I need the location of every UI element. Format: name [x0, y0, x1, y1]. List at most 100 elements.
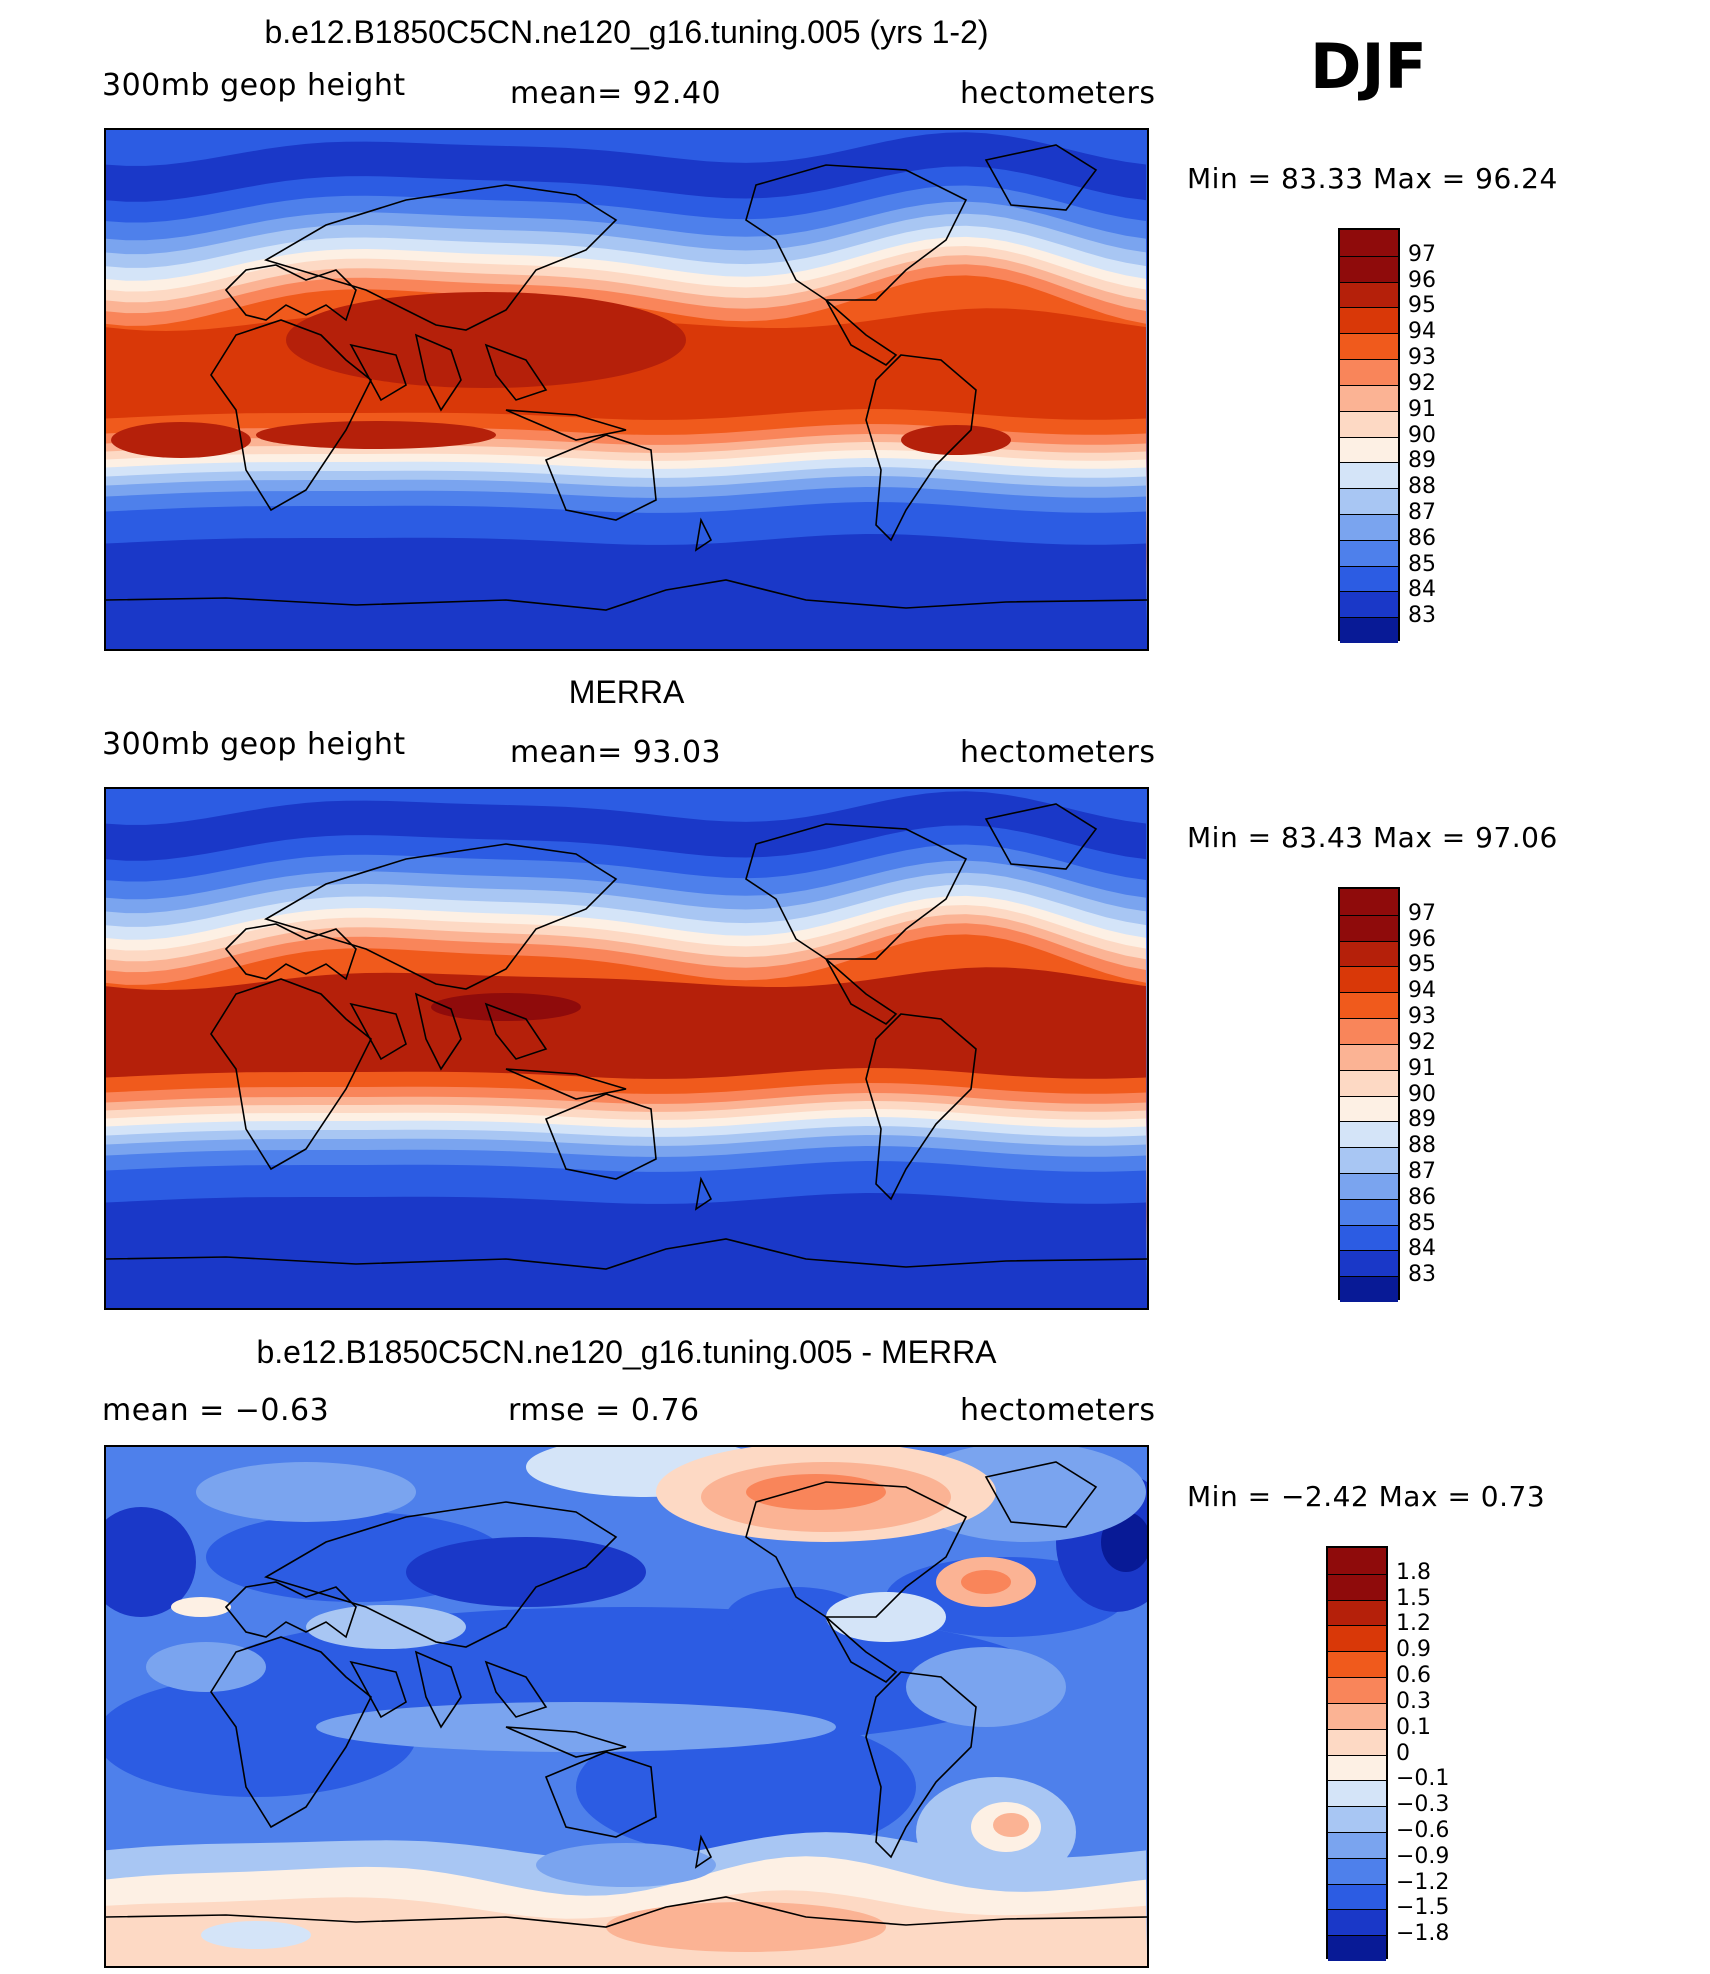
colorbar-level-label: 87 [1408, 1158, 1436, 1184]
colorbar-swatch [1340, 359, 1398, 385]
colorbar-level-label: −1.5 [1396, 1895, 1450, 1921]
colorbar-swatch [1340, 992, 1398, 1019]
contour-blob [576, 1717, 916, 1857]
colorbar-level-label: 85 [1408, 1210, 1436, 1236]
coastline [224, 1581, 357, 1639]
panel-2-contour-field [106, 789, 1147, 1308]
colorbar-swatch [1328, 1883, 1386, 1910]
colorbar-level-label: −0.9 [1396, 1843, 1450, 1869]
colorbar-level-label: 84 [1408, 1236, 1436, 1262]
contour-high-region [286, 292, 686, 388]
colorbar-swatch [1340, 1095, 1398, 1122]
colorbar-swatch [1328, 1780, 1386, 1807]
panel-2-colorbar [1338, 887, 1400, 1302]
coastline [865, 1671, 977, 1859]
contour-blob [606, 1902, 886, 1952]
colorbar-swatch [1340, 1276, 1398, 1302]
colorbar-level-label: 91 [1408, 396, 1436, 422]
coastline [745, 823, 968, 960]
colorbar-level-label: 90 [1408, 1081, 1436, 1107]
coastline [224, 923, 357, 981]
colorbar-level-label: 86 [1408, 1184, 1436, 1210]
colorbar-level-label: 94 [1408, 319, 1436, 345]
panel-1-contour-field [106, 130, 1147, 649]
colorbar-swatch [1340, 1250, 1398, 1277]
colorbar-swatch [1340, 1069, 1398, 1096]
contour-blob [1101, 1512, 1147, 1572]
colorbar-level-label: 0.3 [1396, 1688, 1431, 1714]
colorbar-swatch [1340, 513, 1398, 540]
colorbar-swatch [1340, 436, 1398, 463]
coastline [106, 1896, 1147, 1928]
coastline [264, 184, 618, 331]
colorbar-level-label: 88 [1408, 474, 1436, 500]
colorbar-level-label: −0.1 [1396, 1766, 1450, 1792]
colorbar-swatch [1340, 539, 1398, 566]
contour-blob [146, 1642, 266, 1692]
colorbar-swatch [1328, 1831, 1386, 1858]
coastline [106, 1238, 1147, 1270]
colorbar-level-label: 84 [1408, 577, 1436, 603]
colorbar-swatch [1340, 966, 1398, 993]
colorbar-level-label: 95 [1408, 952, 1436, 978]
colorbar-level-label: 0.6 [1396, 1663, 1431, 1689]
colorbar-level-label: 92 [1408, 1029, 1436, 1055]
contour-blob [196, 1462, 416, 1522]
contour-blob [726, 1587, 866, 1647]
colorbar-level-label: 1.8 [1396, 1559, 1431, 1585]
coastline [414, 333, 462, 412]
colorbar-level-label: 1.2 [1396, 1611, 1431, 1637]
contour-blob [961, 1570, 1011, 1594]
colorbar-swatch [1328, 1548, 1386, 1574]
colorbar-level-label: 85 [1408, 551, 1436, 577]
colorbar-swatch [1340, 565, 1398, 592]
colorbar-swatch [1340, 1172, 1398, 1199]
coastline [984, 144, 1098, 211]
season-label: DJF [1310, 30, 1427, 103]
contour-band [106, 534, 1147, 649]
colorbar-swatch [1328, 1806, 1386, 1832]
contour-blob [746, 1474, 886, 1510]
coastline [484, 343, 548, 401]
colorbar-level-label: 0.9 [1396, 1637, 1431, 1663]
coastline [865, 1013, 977, 1201]
panel-1-min-max: Min = 83.33 Max = 96.24 [1187, 162, 1558, 195]
panel-2-title: MERRA [568, 674, 685, 710]
colorbar-swatch [1328, 1935, 1386, 1961]
colorbar-swatch [1340, 1147, 1398, 1173]
coastline [210, 1636, 373, 1829]
colorbar-swatch [1340, 307, 1398, 334]
contour-blob [406, 1537, 646, 1607]
colorbar-level-label: 0.1 [1396, 1714, 1431, 1740]
colorbar-swatch [1340, 1043, 1398, 1070]
colorbar-swatch [1340, 1224, 1398, 1251]
colorbar-swatch [1328, 1754, 1386, 1781]
coastline [210, 319, 373, 512]
coastline [694, 517, 713, 552]
colorbar-level-label: 87 [1408, 499, 1436, 525]
colorbar-level-label: 91 [1408, 1055, 1436, 1081]
coastline [414, 1650, 462, 1729]
colorbar-swatch [1328, 1625, 1386, 1652]
panel-1-colorbar [1338, 228, 1400, 643]
colorbar-level-label: 97 [1408, 900, 1436, 926]
panel-3-bands [106, 1447, 1147, 1966]
colorbar-level-label: 95 [1408, 293, 1436, 319]
contour-high-region [256, 421, 496, 449]
colorbar-swatch [1340, 591, 1398, 618]
coastline [484, 1660, 548, 1718]
contour-blob [106, 1677, 416, 1797]
panel-2-bands [106, 789, 1147, 1308]
colorbar-swatch [1340, 384, 1398, 411]
colorbar-swatch [1340, 940, 1398, 967]
contour-high-region [111, 422, 251, 458]
colorbar-level-label: 93 [1408, 345, 1436, 371]
coastline [984, 1461, 1098, 1528]
panel-3-min-max: Min = −2.42 Max = 0.73 [1187, 1480, 1546, 1513]
coastline [505, 1726, 627, 1758]
colorbar-level-label: 90 [1408, 422, 1436, 448]
contour-band [106, 1193, 1147, 1308]
colorbar-level-label: 83 [1408, 603, 1436, 629]
coastline [414, 992, 462, 1071]
panel-3-map [104, 1445, 1149, 1968]
